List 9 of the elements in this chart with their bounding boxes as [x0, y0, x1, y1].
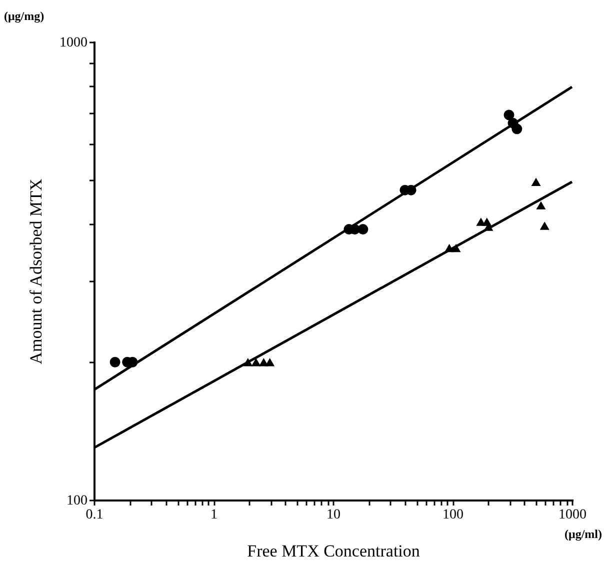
x-tick-label: 100	[442, 508, 464, 522]
x-axis-title: Free MTX Concentration	[247, 542, 420, 560]
x-tick-label: 1	[210, 508, 218, 522]
text: (μg/ml)	[564, 527, 602, 541]
y-axis-title: Amount of Adsorbed MTX	[26, 178, 46, 364]
text: (μg/mg)	[4, 9, 44, 23]
x-tick-label: 1000	[558, 508, 586, 522]
x-tick-label: 10	[326, 508, 340, 522]
x-tick-label: 0.1	[86, 508, 104, 522]
